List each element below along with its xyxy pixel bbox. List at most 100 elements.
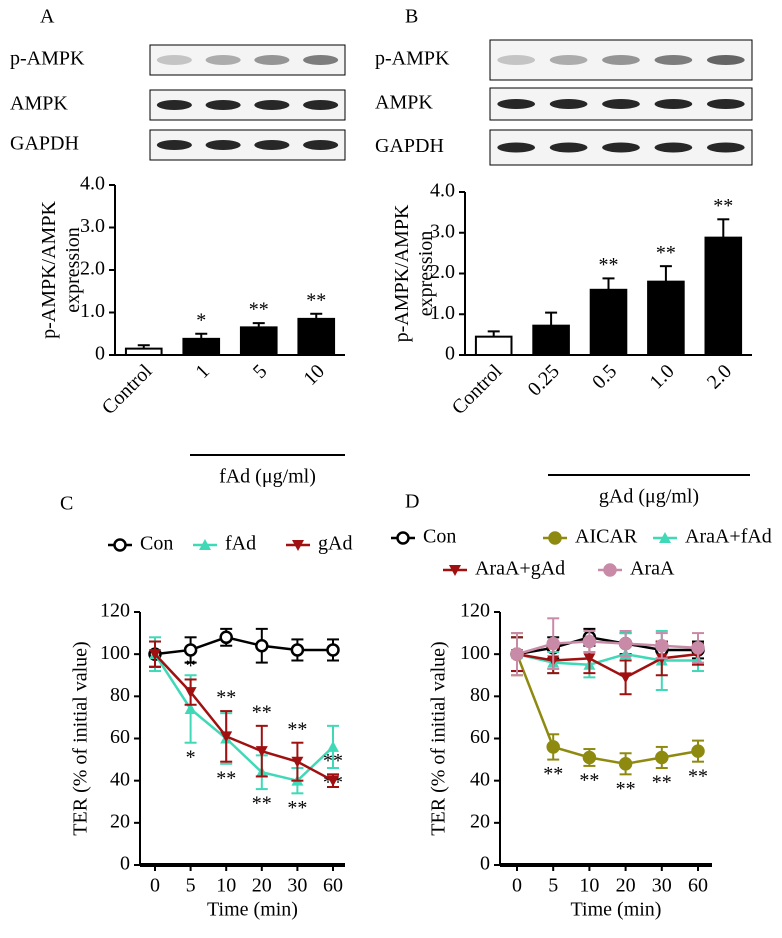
y-tick-label: 40 — [110, 768, 130, 790]
blot-band — [549, 142, 588, 153]
legend-label: gAd — [318, 533, 352, 555]
marker — [691, 641, 705, 655]
blot-label: AMPK — [10, 93, 68, 115]
x-tick-label: 60 — [323, 875, 343, 897]
bar — [297, 317, 336, 356]
significance: * — [186, 746, 196, 768]
y-tick-label: 0 — [95, 343, 105, 365]
blot-band — [156, 100, 192, 110]
significance: ** — [287, 718, 307, 740]
series-line — [516, 640, 699, 656]
x-tick-label: Control — [98, 360, 157, 419]
marker — [619, 672, 632, 684]
bar — [647, 280, 685, 356]
y-tick-label: 1.0 — [80, 300, 105, 322]
y-tick-label: 2.0 — [80, 258, 105, 280]
x-axis-title: fAd (μg/ml) — [219, 466, 316, 488]
marker — [546, 740, 560, 754]
significance: ** — [249, 299, 269, 321]
blot-band — [549, 55, 588, 65]
marker — [255, 746, 268, 758]
y-axis-title-line: p-AMPK/AMPK — [38, 201, 60, 339]
blot-band — [602, 55, 640, 65]
legend-label: Con — [423, 526, 456, 548]
marker — [449, 565, 461, 576]
blot-band — [205, 100, 241, 110]
blot-band — [654, 142, 693, 153]
bar — [182, 337, 221, 357]
significance: ** — [652, 772, 672, 794]
x-tick-label: 10 — [579, 875, 599, 897]
y-axis-title: TER (% of initial value) — [428, 641, 450, 835]
marker — [582, 750, 597, 765]
marker — [582, 634, 597, 649]
blot-band — [654, 55, 693, 65]
significance: ** — [252, 701, 272, 723]
x-tick-label: 10 — [299, 360, 329, 390]
blot-band — [205, 55, 241, 65]
blot-band — [602, 99, 640, 109]
marker — [199, 539, 211, 550]
y-axis-title: TER (% of initial value) — [70, 641, 92, 835]
blot-band — [497, 99, 536, 109]
marker — [255, 638, 269, 653]
legend-label: AraA — [630, 558, 675, 580]
y-tick-label: 3.0 — [430, 220, 455, 242]
blot-band — [254, 140, 290, 150]
legend-label: AICAR — [575, 526, 638, 548]
significance: ** — [252, 793, 272, 815]
y-tick-label: 1.0 — [430, 302, 455, 324]
series-line — [516, 652, 699, 679]
marker — [327, 775, 339, 787]
bar — [704, 236, 743, 356]
blot-band — [254, 55, 290, 65]
significance: ** — [306, 289, 326, 311]
marker — [510, 647, 524, 661]
y-tick-label: 4.0 — [80, 173, 105, 195]
x-tick-label: 30 — [287, 875, 307, 897]
legend-label: Con — [140, 533, 173, 555]
series-line — [516, 652, 698, 666]
y-tick-label: 4.0 — [430, 180, 455, 202]
x-tick-label: 5 — [548, 875, 558, 897]
significance: ** — [216, 687, 236, 709]
blot-label: GAPDH — [375, 135, 444, 157]
x-tick-label: 20 — [252, 875, 272, 897]
x-tick-label: 2.0 — [703, 360, 736, 393]
marker — [220, 731, 233, 743]
marker — [184, 687, 197, 699]
bar — [532, 324, 570, 357]
y-axis-title: p-AMPK/AMPK expression — [38, 201, 84, 339]
marker — [655, 638, 669, 653]
marker — [327, 740, 339, 752]
x-tick-label: 0 — [150, 875, 160, 897]
marker — [548, 531, 562, 545]
series-line — [515, 653, 699, 766]
blot-band — [303, 140, 339, 150]
significance: ** — [713, 195, 733, 217]
x-tick-label: 5 — [249, 360, 272, 383]
x-axis-title: gAd (μg/ml) — [599, 486, 699, 508]
x-tick-label: 0 — [512, 875, 522, 897]
y-tick-label: 60 — [110, 726, 130, 748]
panel-letter: C — [60, 493, 73, 515]
blot-band — [706, 99, 745, 109]
x-tick-label: 60 — [688, 875, 708, 897]
y-axis-title-line: p-AMPK/AMPK — [391, 204, 413, 342]
blot-band — [706, 142, 745, 153]
blot-band — [497, 55, 536, 65]
marker — [326, 643, 340, 657]
marker — [291, 756, 304, 768]
x-tick-label: Control — [448, 360, 507, 419]
marker — [603, 563, 617, 577]
blot-label: p-AMPK — [375, 48, 450, 70]
bar — [474, 335, 513, 357]
significance: ** — [579, 770, 599, 792]
marker — [618, 636, 633, 651]
blot-band — [497, 142, 536, 153]
y-tick-label: 0 — [120, 853, 130, 875]
x-tick-label: 30 — [652, 875, 672, 897]
marker — [292, 540, 304, 551]
significance: ** — [688, 765, 708, 787]
y-tick-label: 120 — [100, 600, 130, 622]
